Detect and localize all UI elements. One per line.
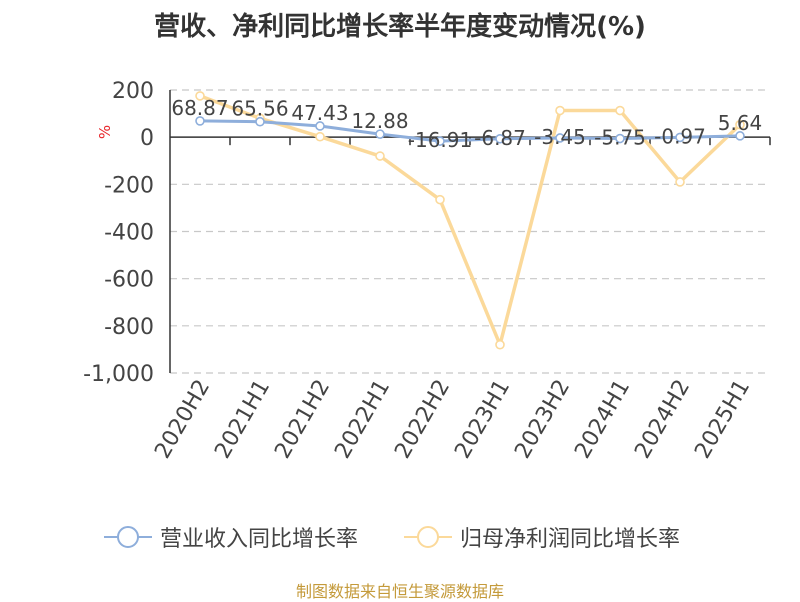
data-point-profit	[555, 105, 565, 116]
data-point-profit	[495, 339, 505, 350]
x-tick-label: 2020H2	[150, 376, 215, 463]
legend-marker-profit	[404, 526, 452, 548]
legend-label-profit: 归母净利润同比增长率	[460, 527, 681, 552]
data-label-revenue: -5.75	[594, 126, 646, 150]
data-point-revenue	[255, 116, 265, 127]
data-point-revenue	[315, 121, 325, 131]
y-tick-label: -600	[104, 268, 154, 293]
y-axis-unit-label: %	[96, 125, 114, 139]
data-label-revenue: 12.88	[351, 109, 408, 133]
legend-label-revenue: 营业收入同比增长率	[160, 527, 359, 552]
data-label-revenue: -6.87	[474, 126, 526, 150]
y-tick-label: -1,000	[83, 362, 154, 387]
y-tick-label: 200	[112, 79, 154, 104]
data-point-profit	[195, 91, 205, 101]
data-point-revenue	[735, 131, 745, 141]
data-label-revenue: 65.56	[231, 97, 288, 121]
data-label-revenue: 5.64	[718, 111, 763, 135]
y-tick-label: 0	[140, 126, 154, 151]
data-point-revenue	[495, 133, 505, 144]
data-point-revenue	[555, 133, 565, 143]
data-point-profit	[435, 194, 445, 205]
x-tick-label: 2023H2	[510, 376, 575, 463]
data-label-revenue: -0.97	[654, 124, 706, 148]
y-tick-label: -200	[104, 173, 154, 198]
legend-item-revenue[interactable]: 营业收入同比增长率	[104, 520, 358, 554]
data-label-revenue: -3.45	[534, 125, 586, 149]
data-point-profit	[615, 105, 625, 116]
x-tick-label: 2024H2	[630, 376, 695, 463]
data-point-revenue	[195, 116, 205, 126]
x-tick-label: 2025H1	[690, 376, 755, 463]
x-tick-label: 2022H1	[330, 376, 395, 463]
data-point-profit	[375, 151, 385, 161]
data-label-revenue: 68.87	[171, 96, 228, 120]
data-point-revenue	[375, 129, 385, 139]
y-tick-label: -400	[104, 221, 154, 246]
data-point-revenue	[675, 132, 685, 143]
data-source-note: 制图数据来自恒生聚源数据库	[295, 582, 504, 601]
data-label-revenue: 47.43	[291, 101, 348, 125]
x-tick-label: 2023H1	[450, 376, 515, 463]
data-point-profit	[735, 119, 745, 130]
data-point-profit	[675, 177, 685, 187]
x-tick-label: 2021H1	[210, 376, 275, 463]
data-point-revenue	[435, 136, 445, 146]
data-point-profit	[315, 131, 325, 142]
series-line-profit	[199, 94, 742, 347]
x-tick-label: 2022H2	[390, 376, 455, 463]
data-label-revenue: -16.91	[408, 128, 472, 152]
x-tick-label: 2024H1	[570, 376, 635, 463]
y-tick-label: -800	[104, 315, 154, 340]
x-tick-label: 2021H2	[270, 376, 335, 463]
chart-legend: 营业收入同比增长率 归母净利润同比增长率	[0, 520, 800, 554]
chart-title: 营收、净利同比增长率半年度变动情况(%)	[154, 12, 646, 42]
legend-item-profit[interactable]: 归母净利润同比增长率	[404, 520, 680, 554]
legend-marker-revenue	[104, 526, 152, 548]
data-point-revenue	[615, 133, 625, 144]
series-line-revenue	[199, 119, 741, 143]
